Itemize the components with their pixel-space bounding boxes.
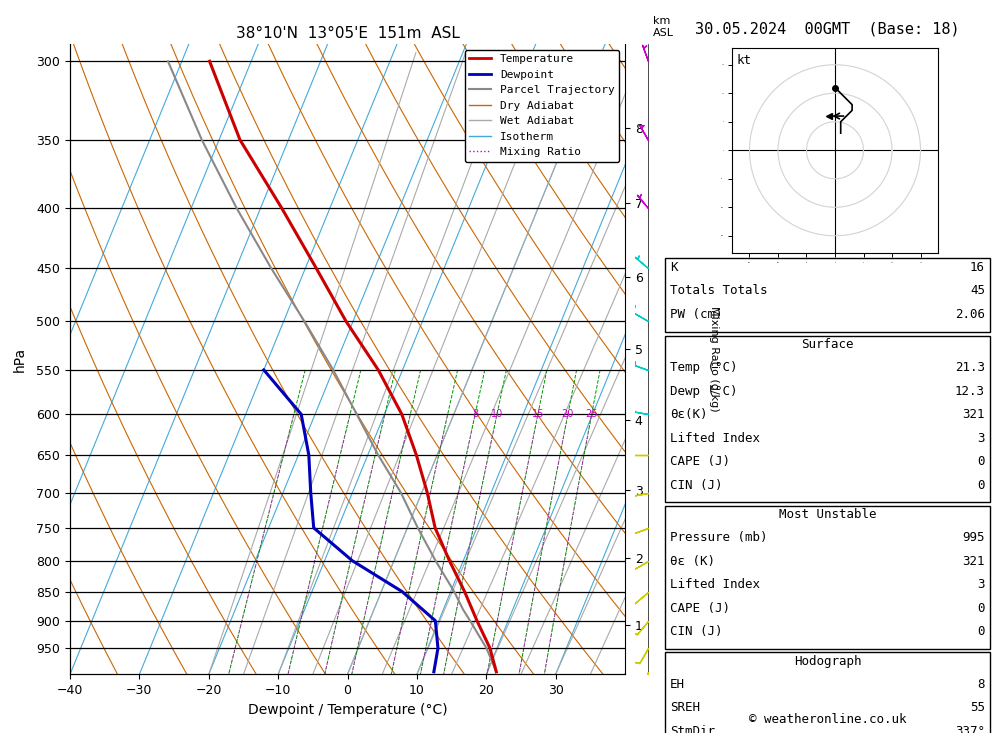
Text: Dewp (°C): Dewp (°C) [670,385,738,398]
Text: 321: 321 [962,408,985,421]
Text: 21.3: 21.3 [955,361,985,375]
Text: Mixing Ratio (g/kg): Mixing Ratio (g/kg) [709,306,719,412]
Text: 45: 45 [970,284,985,298]
Text: 0: 0 [978,455,985,468]
Text: SREH: SREH [670,701,700,715]
Text: 55: 55 [970,701,985,715]
Text: 321: 321 [962,555,985,568]
Text: 3: 3 [978,432,985,445]
Text: CAPE (J): CAPE (J) [670,602,730,615]
Text: 3: 3 [978,578,985,592]
Legend: Temperature, Dewpoint, Parcel Trajectory, Dry Adiabat, Wet Adiabat, Isotherm, Mi: Temperature, Dewpoint, Parcel Trajectory… [465,50,619,162]
Text: 20: 20 [562,409,574,419]
Text: 25: 25 [585,409,598,419]
Text: θε(K): θε(K) [670,408,708,421]
Title: 38°10'N  13°05'E  151m  ASL: 38°10'N 13°05'E 151m ASL [236,26,459,42]
Text: Lifted Index: Lifted Index [670,432,760,445]
Text: kt: kt [736,54,751,67]
Text: EH: EH [670,678,685,691]
Text: 8: 8 [978,678,985,691]
Text: Pressure (mb): Pressure (mb) [670,531,768,545]
Text: 30.05.2024  00GMT  (Base: 18): 30.05.2024 00GMT (Base: 18) [695,22,960,37]
Text: 12.3: 12.3 [955,385,985,398]
Text: 995: 995 [962,531,985,545]
Text: Most Unstable: Most Unstable [779,508,876,521]
Text: 337°: 337° [955,725,985,733]
Text: 16: 16 [970,261,985,274]
Text: Totals Totals: Totals Totals [670,284,768,298]
Text: K: K [670,261,678,274]
Text: 10: 10 [491,409,503,419]
Text: StmDir: StmDir [670,725,715,733]
Text: 0: 0 [978,625,985,638]
X-axis label: Dewpoint / Temperature (°C): Dewpoint / Temperature (°C) [248,703,447,717]
Text: CIN (J): CIN (J) [670,625,722,638]
Text: 2.06: 2.06 [955,308,985,321]
Text: km
ASL: km ASL [653,16,674,37]
Text: PW (cm): PW (cm) [670,308,722,321]
Text: 0: 0 [978,479,985,492]
Text: CIN (J): CIN (J) [670,479,722,492]
Text: Surface: Surface [801,338,854,351]
Text: θε (K): θε (K) [670,555,715,568]
Text: © weatheronline.co.uk: © weatheronline.co.uk [749,712,906,726]
Text: 0: 0 [978,602,985,615]
Text: CAPE (J): CAPE (J) [670,455,730,468]
Text: Lifted Index: Lifted Index [670,578,760,592]
Text: 15: 15 [532,409,544,419]
Text: 8: 8 [472,409,478,419]
Text: Temp (°C): Temp (°C) [670,361,738,375]
Text: Hodograph: Hodograph [794,655,861,668]
Text: hPa: hPa [13,347,27,372]
